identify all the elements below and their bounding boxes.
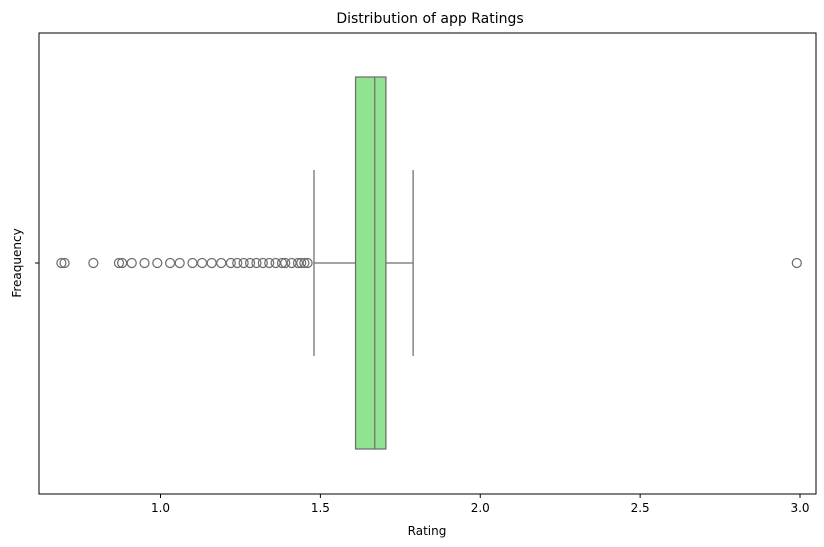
outlier-point <box>280 257 291 269</box>
outlier-point <box>251 257 262 269</box>
outlier-point <box>174 257 185 269</box>
outlier-point <box>791 257 802 269</box>
box-plot <box>313 76 414 450</box>
outlier-point <box>238 257 249 269</box>
outlier-point <box>59 257 70 269</box>
outlier-point <box>206 257 217 269</box>
outlier-point <box>196 257 208 269</box>
x-tick-label: 1.5 <box>311 501 330 515</box>
x-axis-label: Rating <box>408 524 447 538</box>
outlier-point <box>216 257 227 269</box>
x-tick-label: 3.0 <box>790 501 809 515</box>
outlier-point <box>56 257 67 269</box>
x-tick-label: 2.0 <box>471 501 490 515</box>
outlier-point <box>264 257 275 269</box>
outlier-point <box>302 257 313 269</box>
plot-area-frame <box>38 32 817 495</box>
outlier-point <box>257 257 268 269</box>
x-tick-label: 2.5 <box>631 501 650 515</box>
outlier-point <box>88 257 99 269</box>
outlier-point <box>126 257 137 269</box>
outlier-point <box>152 257 163 269</box>
chart-title: Distribution of app Ratings <box>336 11 523 27</box>
outlier-point <box>164 257 176 269</box>
outlier-point <box>232 257 243 269</box>
y-axis-label: Freaquency <box>10 228 24 297</box>
iqr-box <box>354 76 387 450</box>
outlier-point <box>244 257 256 269</box>
outlier-points <box>56 257 802 269</box>
outlier-point <box>225 257 236 269</box>
outlier-point <box>296 257 307 269</box>
outlier-point <box>299 257 310 269</box>
x-axis: 1.0 1.5 2.0 2.5 3.0 <box>151 494 810 515</box>
outlier-point <box>187 257 198 269</box>
outlier-point <box>113 257 125 269</box>
outlier-point <box>139 257 150 269</box>
x-tick-label: 1.0 <box>151 501 170 515</box>
